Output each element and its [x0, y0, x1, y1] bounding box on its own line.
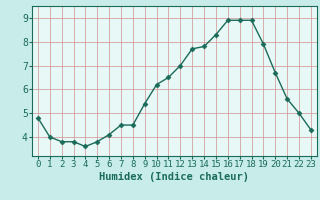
X-axis label: Humidex (Indice chaleur): Humidex (Indice chaleur) — [100, 172, 249, 182]
